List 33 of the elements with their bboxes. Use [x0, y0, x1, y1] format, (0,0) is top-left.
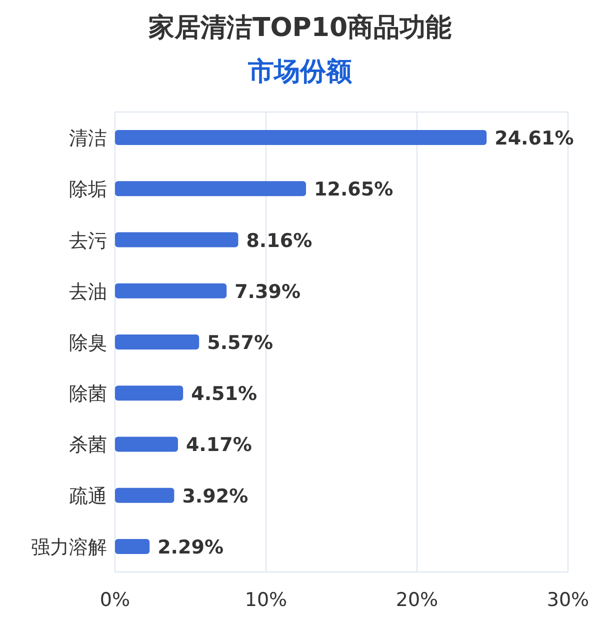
data-label: 8.16% — [246, 230, 312, 252]
y-tick-label: 去污 — [69, 230, 107, 252]
y-tick-label: 强力溶解 — [31, 536, 107, 558]
bar — [115, 181, 306, 196]
bar — [115, 283, 227, 298]
y-tick-label: 除臭 — [69, 332, 107, 354]
bar — [115, 130, 487, 146]
data-label: 4.51% — [191, 383, 258, 406]
y-tick-label: 去油 — [69, 280, 107, 303]
bar — [115, 436, 178, 452]
data-label: 5.57% — [207, 332, 274, 354]
chart-title: 家居清洁TOP10商品功能 — [147, 13, 452, 43]
x-tick-label: 10% — [244, 589, 288, 611]
x-tick-label: 0% — [100, 589, 130, 611]
bar — [115, 232, 238, 248]
y-tick-label: 疏通 — [69, 485, 107, 508]
data-label: 24.61% — [494, 128, 574, 150]
bar — [115, 386, 184, 401]
y-tick-label: 除垢 — [69, 178, 107, 201]
data-label: 3.92% — [182, 485, 248, 508]
data-label: 4.17% — [186, 434, 252, 456]
y-tick-label: 清洁 — [69, 128, 107, 150]
y-tick-label: 杀菌 — [69, 434, 107, 456]
bar — [115, 334, 200, 350]
data-label: 7.39% — [234, 280, 301, 303]
bar — [115, 488, 174, 503]
bar — [115, 538, 150, 554]
x-tick-label: 30% — [546, 589, 590, 611]
x-tick-label: 20% — [396, 589, 438, 611]
data-label: 2.29% — [158, 536, 224, 558]
chart-subtitle: 市场份额 — [247, 57, 353, 87]
data-label: 12.65% — [314, 178, 394, 201]
y-tick-label: 除菌 — [69, 383, 107, 406]
